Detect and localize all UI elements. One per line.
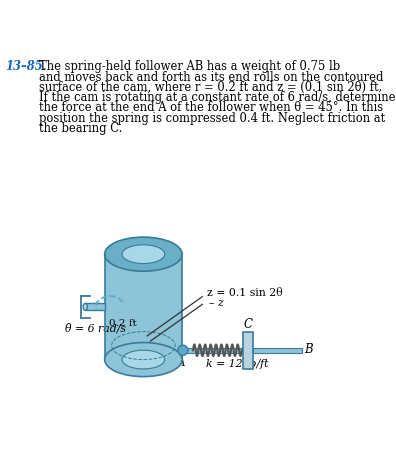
Bar: [105, 254, 182, 360]
Text: and moves back and forth as its end rolls on the contoured: and moves back and forth as its end roll…: [39, 71, 383, 84]
Text: The spring-held follower AB has a weight of 0.75 lb: The spring-held follower AB has a weight…: [39, 60, 340, 74]
Text: surface of the cam, where r = 0.2 ft and z = (0.1 sin 2θ) ft.: surface of the cam, where r = 0.2 ft and…: [39, 81, 382, 94]
Text: If the cam is rotating at a constant rate of 6 rad/s, determine: If the cam is rotating at a constant rat…: [39, 91, 395, 104]
Bar: [253, 348, 302, 353]
Text: – z: – z: [209, 298, 224, 308]
Ellipse shape: [178, 345, 188, 355]
Text: B: B: [304, 343, 312, 356]
Text: k = 12 lb/ft: k = 12 lb/ft: [206, 359, 268, 369]
Text: A: A: [177, 356, 186, 369]
Bar: [243, 332, 253, 369]
Text: C: C: [244, 318, 253, 331]
Ellipse shape: [105, 342, 182, 377]
Bar: [85, 304, 105, 310]
Text: the bearing C.: the bearing C.: [39, 122, 122, 135]
Ellipse shape: [122, 350, 165, 369]
Text: position the spring is compressed 0.4 ft. Neglect friction at: position the spring is compressed 0.4 ft…: [39, 112, 385, 124]
Text: 0.2 ft: 0.2 ft: [109, 319, 137, 328]
Ellipse shape: [122, 245, 165, 264]
Ellipse shape: [105, 237, 182, 271]
Text: the force at the end A of the follower when θ = 45°. In this: the force at the end A of the follower w…: [39, 101, 383, 114]
Text: z = 0.1 sin 2θ: z = 0.1 sin 2θ: [207, 288, 283, 298]
Ellipse shape: [83, 304, 88, 310]
Bar: [187, 348, 248, 352]
Text: 13–85.: 13–85.: [6, 60, 47, 74]
Text: θ̇ = 6 rad/s: θ̇ = 6 rad/s: [65, 323, 126, 334]
